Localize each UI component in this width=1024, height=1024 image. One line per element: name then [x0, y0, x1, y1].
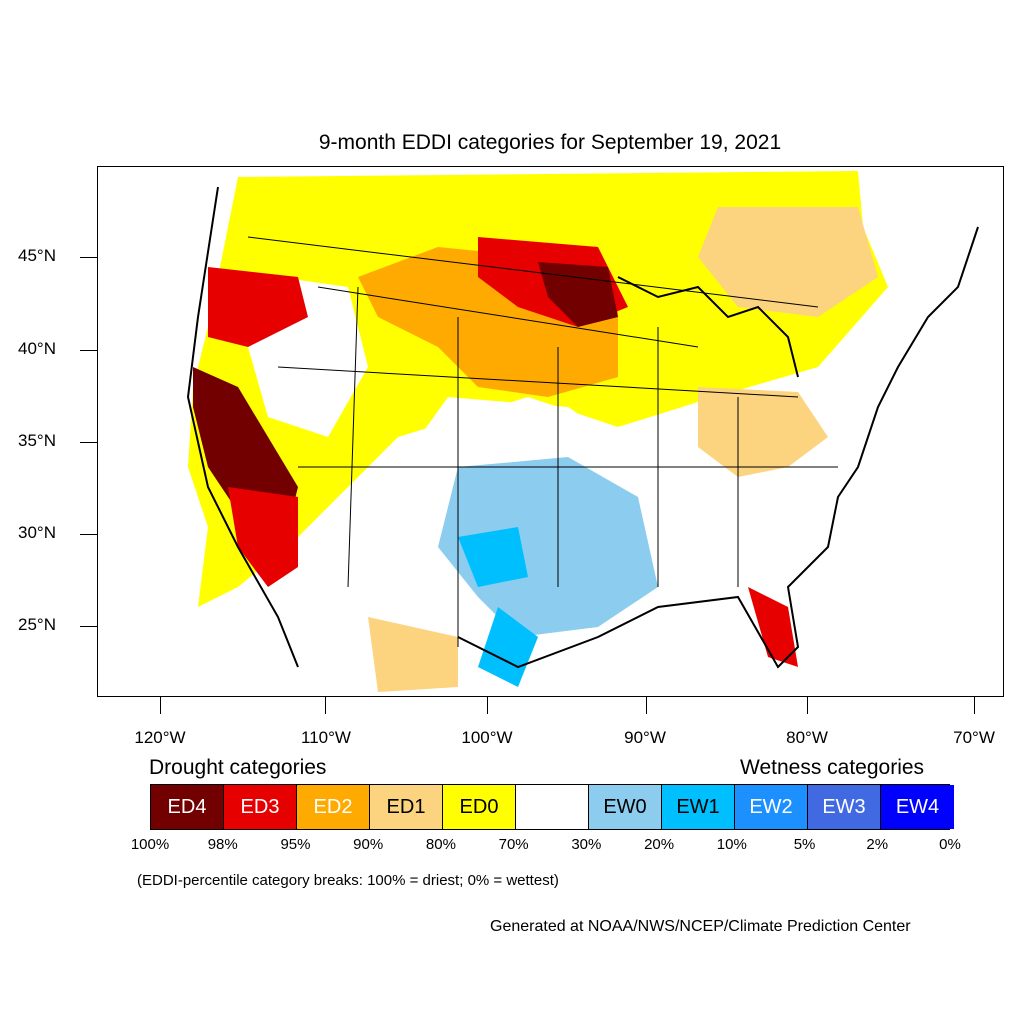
wetness-heading: Wetness categories — [740, 756, 925, 779]
lon-tick — [646, 697, 647, 714]
lon-tick — [487, 697, 488, 714]
ed1-region — [368, 617, 458, 692]
break-label: 20% — [644, 836, 675, 853]
legend-box: ED2 — [297, 785, 370, 829]
state-boundaries — [247, 236, 838, 647]
ew1-region — [458, 527, 528, 587]
legend-box: EW2 — [735, 785, 808, 829]
lat-label: 30°N — [18, 523, 56, 542]
break-label: 2% — [866, 836, 889, 853]
break-label: 0% — [939, 836, 961, 853]
category-note: (EDDI-percentile category breaks: 100% =… — [137, 872, 559, 889]
ed3-region — [748, 587, 798, 667]
legend-colorbar: ED4 ED3 ED2 ED1 ED0 EW0 EW1 EW2 EW3 EW4 — [150, 784, 954, 830]
lon-tick — [807, 697, 808, 714]
ed4-region — [193, 367, 298, 527]
break-label: 90% — [353, 836, 384, 853]
lon-tick — [325, 697, 326, 714]
drought-heading: Drought categories — [149, 756, 327, 779]
lon-label: 100°W — [461, 728, 513, 747]
break-label: 100% — [130, 836, 170, 853]
coastlines — [186, 186, 979, 669]
lat-tick — [80, 350, 97, 351]
lon-tick — [974, 697, 975, 714]
lon-label: 90°W — [624, 728, 666, 747]
lat-tick — [80, 626, 97, 627]
lat-label: 45°N — [18, 246, 56, 265]
lat-tick — [80, 442, 97, 443]
legend-box: ED1 — [370, 785, 443, 829]
ed1-region — [698, 387, 828, 477]
ed3-region — [228, 487, 298, 587]
legend-box: EW3 — [808, 785, 881, 829]
map-title: 9-month EDDI categories for September 19… — [318, 131, 782, 154]
lon-label: 70°W — [953, 728, 995, 747]
break-label: 95% — [280, 836, 311, 853]
ew1-region — [478, 607, 538, 687]
break-label: 30% — [571, 836, 602, 853]
ed4-region — [538, 262, 618, 327]
lon-label: 80°W — [786, 728, 828, 747]
lon-label: 120°W — [134, 728, 186, 747]
break-label: 10% — [716, 836, 747, 853]
break-label: 5% — [793, 836, 816, 853]
ew0-region — [438, 457, 658, 637]
legend-box: EW4 — [881, 785, 954, 829]
break-label: 70% — [498, 836, 529, 853]
lat-label: 40°N — [18, 339, 56, 358]
lon-label: 110°W — [301, 728, 351, 747]
lat-label: 25°N — [18, 615, 56, 634]
legend-box: EW1 — [662, 785, 735, 829]
legend-box: ED0 — [443, 785, 516, 829]
legend-box: EW0 — [589, 785, 662, 829]
break-label: 98% — [207, 836, 238, 853]
legend-box: ED3 — [224, 785, 297, 829]
break-label: 80% — [425, 836, 456, 853]
lat-label: 35°N — [18, 431, 56, 450]
legend-box — [516, 785, 589, 829]
lat-tick — [80, 257, 97, 258]
ed3-region — [208, 267, 308, 347]
credit-line: Generated at NOAA/NWS/NCEP/Climate Predi… — [490, 918, 911, 935]
ed1-region — [698, 207, 878, 317]
eddi-map — [186, 171, 979, 692]
lon-tick — [160, 697, 161, 714]
legend-box: ED4 — [151, 785, 224, 829]
map-panel — [97, 166, 1004, 697]
lat-tick — [80, 534, 97, 535]
